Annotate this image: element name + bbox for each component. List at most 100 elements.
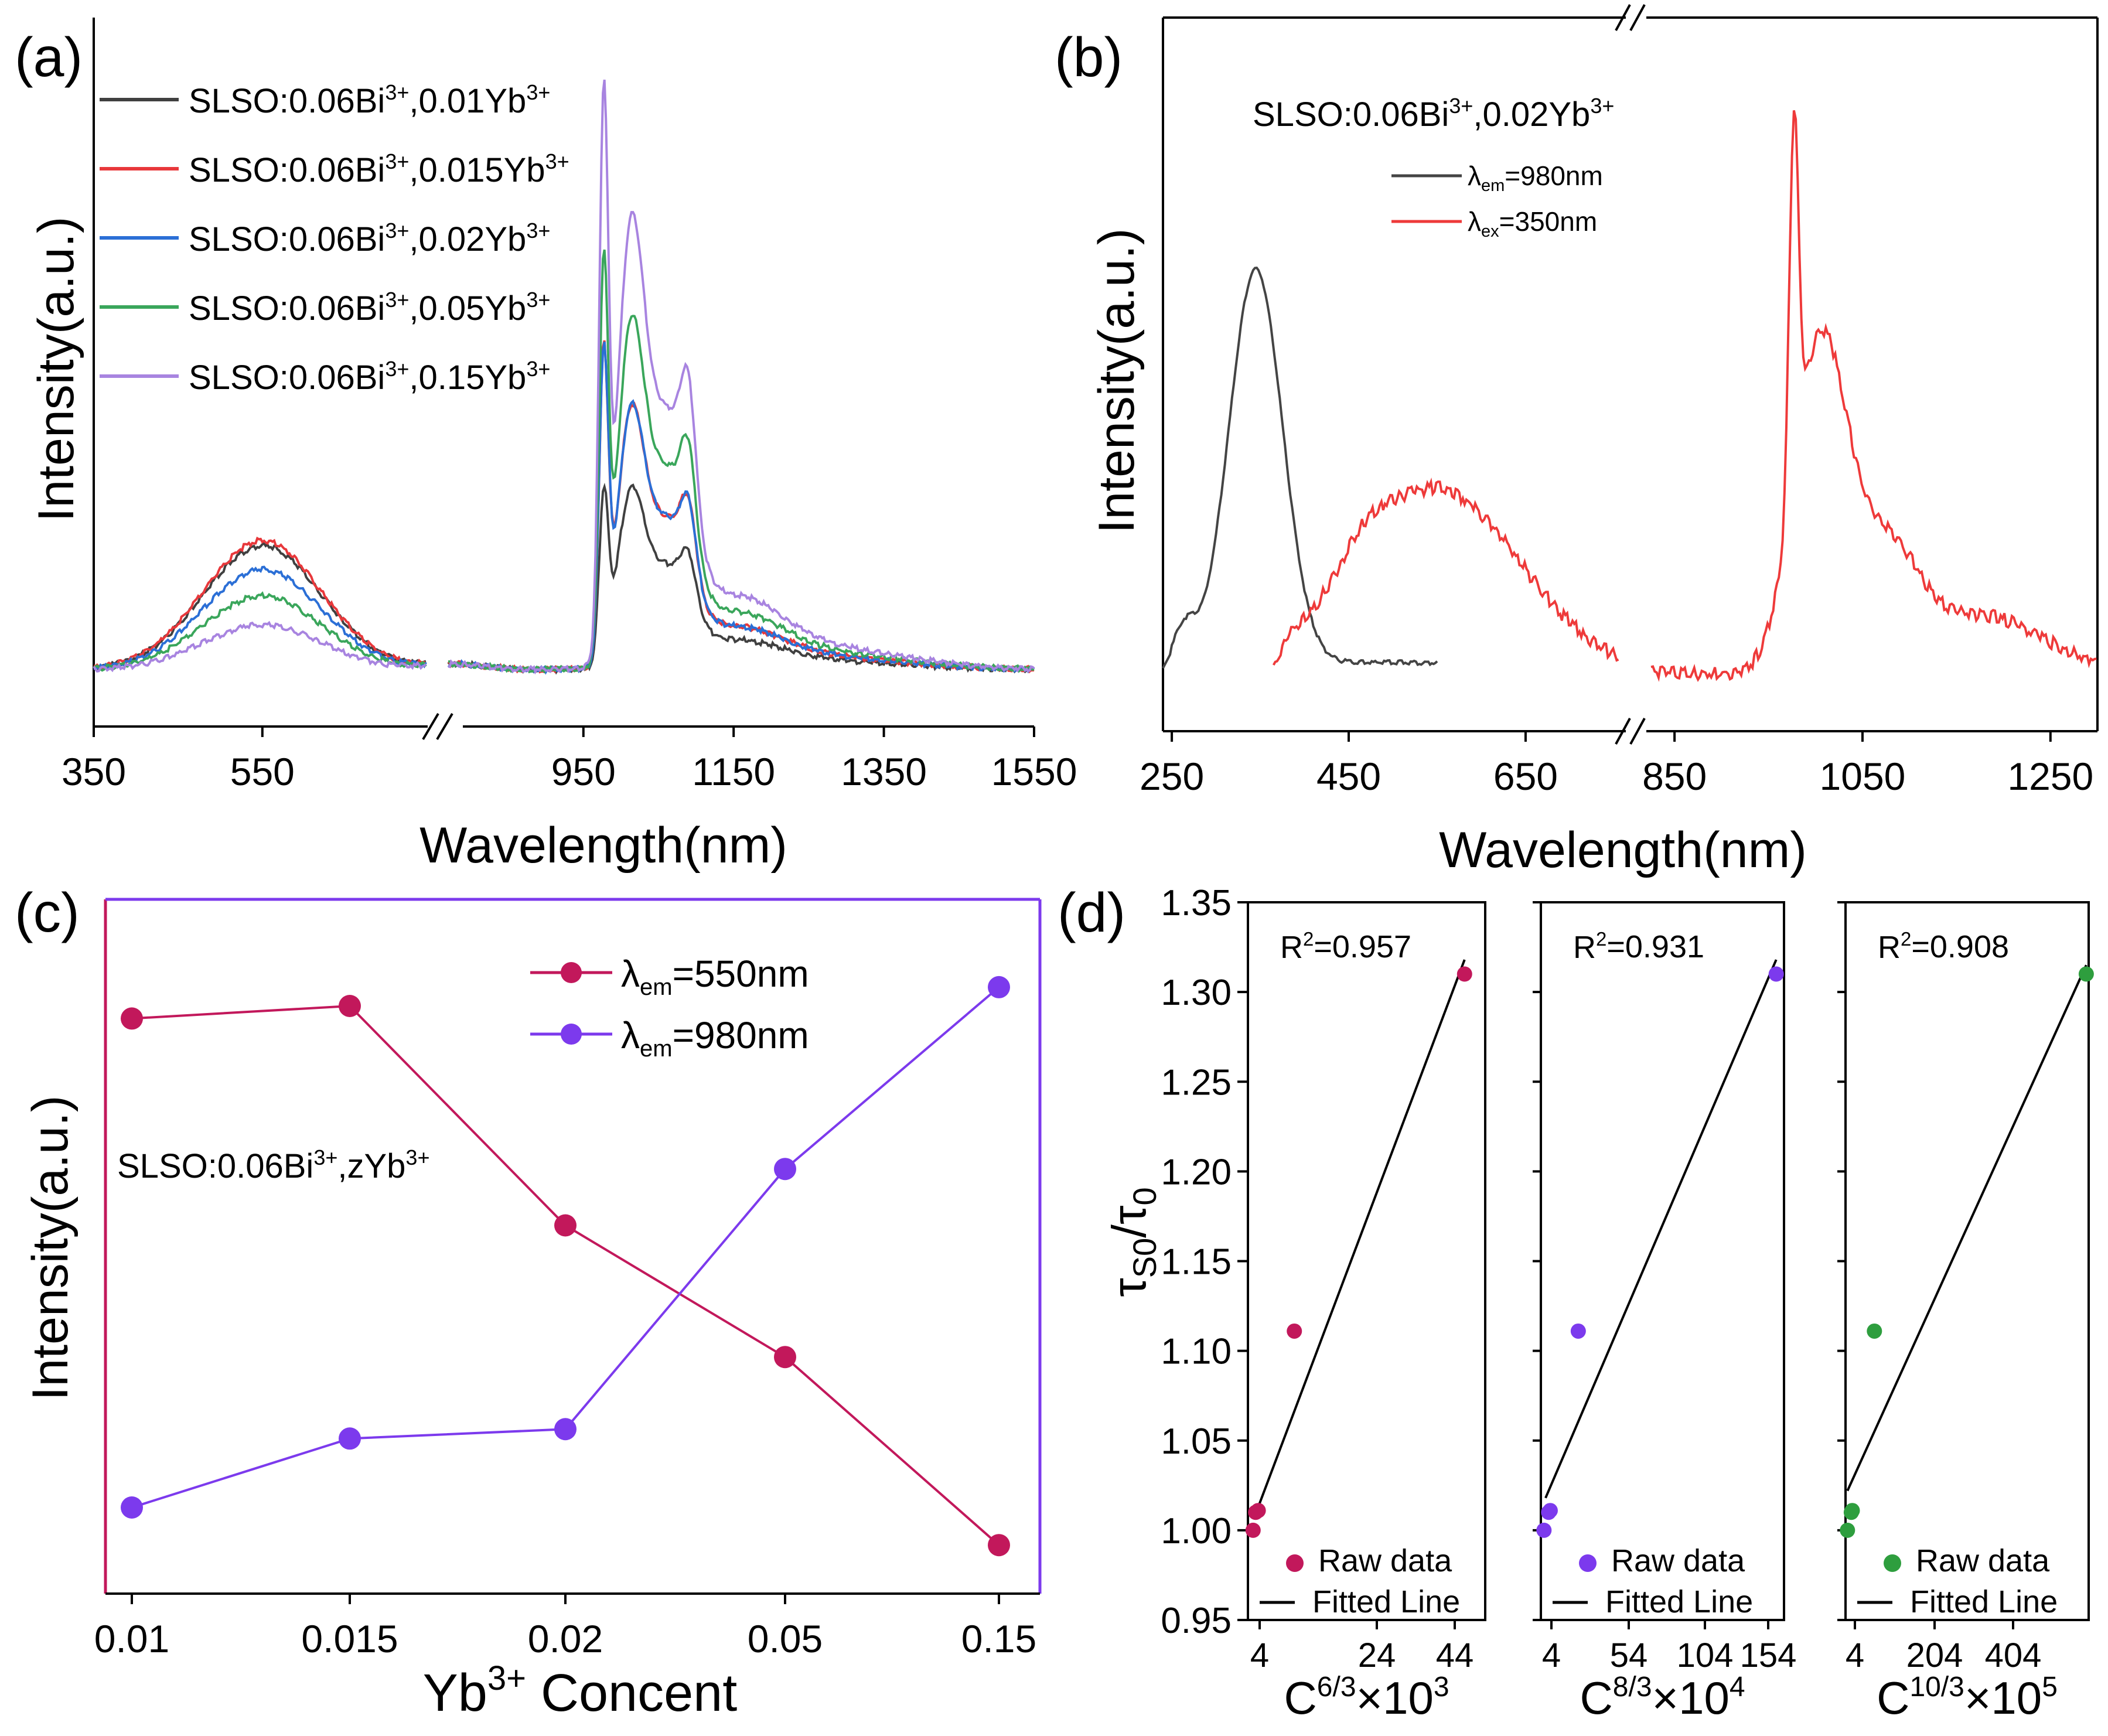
panel-b-excitation-line <box>1162 266 1438 669</box>
panel-d-x-tick-label: 4 <box>1846 1636 1864 1674</box>
panel-d-legend-fit-label: Fitted Line <box>1910 1584 2058 1619</box>
panel-a-x-tick-label: 1150 <box>692 750 775 793</box>
panel-a-legend-label: SLSO:0.06Bi3+,0.02Yb3+ <box>189 219 550 258</box>
panel-c-data-point <box>121 1496 143 1519</box>
panel-c-series-line <box>131 1004 1000 1546</box>
panel-a: (a) SLSO:0.06Bi3+,0.01Yb3+SLSO:0.06Bi3+,… <box>15 18 1077 874</box>
panel-a-series-line <box>447 482 1035 675</box>
panel-c-x-axis-label: Yb3+ Concent <box>423 1659 737 1723</box>
panel-d-data-point <box>2078 966 2094 982</box>
panel-d-legend-fit-label: Fitted Line <box>1312 1584 1460 1619</box>
panel-c-x-tick-labels: 0.01 0.015 0.02 0.05 0.15 <box>94 1617 1036 1660</box>
panel-d-x-tick-label: 404 <box>1985 1636 2042 1674</box>
panel-d-x-tick-label: 104 <box>1677 1636 1734 1674</box>
panel-c-y-axis-label: Intensity(a.u.) <box>22 1096 79 1401</box>
panel-d-subplot-frame <box>1540 901 1785 1621</box>
panel-a-series-line <box>448 249 1035 674</box>
panel-b-x-tick-label: 450 <box>1316 755 1381 798</box>
panel-d-subplot-frame <box>1247 901 1486 1621</box>
panel-d-y-tick-label: 1.15 <box>1161 1242 1232 1283</box>
panel-c-data-point <box>774 1346 796 1369</box>
panel-b-break-mark <box>1629 4 1646 31</box>
panel-c-legend-marker <box>561 962 582 983</box>
panel-a-legend-label: SLSO:0.06Bi3+,0.05Yb3+ <box>189 288 550 328</box>
panel-c-letter: (c) <box>15 882 80 944</box>
panel-a-legend-label: SLSO:0.06Bi3+,0.15Yb3+ <box>189 357 550 397</box>
panel-d-x-axis-label: C6/3×103 <box>1284 1672 1449 1724</box>
panel-a-x-tick-label: 1550 <box>991 750 1077 793</box>
panel-d-y-tick-label: 1.10 <box>1161 1332 1232 1372</box>
panel-c-data-point <box>988 976 1010 998</box>
panel-a-y-axis-label: Intensity(a.u.) <box>28 217 84 522</box>
panel-d-fitted-line <box>1544 959 1778 1499</box>
panel-d-x-tick-label: 154 <box>1740 1636 1797 1674</box>
panel-d-y-tick-label: 1.25 <box>1161 1062 1232 1103</box>
panel-c-data-point <box>339 1427 361 1450</box>
panel-d-data-point <box>1457 966 1472 982</box>
panel-d-x-tick-label: 204 <box>1906 1636 1963 1674</box>
panel-b-series-lines <box>1162 110 2097 683</box>
panel-a-break-mark-1 <box>422 712 439 741</box>
panel-c-legend-label: λem=550nm <box>621 953 809 1000</box>
panel-c-x-tick-label: 0.15 <box>961 1617 1036 1660</box>
panel-d-x-tick-label: 54 <box>1610 1636 1648 1674</box>
panel-c-legend-marker <box>561 1024 582 1045</box>
panel-d-r2-label: R2=0.957 <box>1280 928 1411 965</box>
panel-c-data-point <box>988 1534 1010 1557</box>
panel-a-series-line <box>447 341 1035 675</box>
panel-d-r2-label: R2=0.931 <box>1573 928 1704 965</box>
panel-d-data-point <box>1840 1522 1855 1538</box>
panel-d-fitted-line <box>1257 959 1466 1508</box>
panel-a-x-tick-labels: 350 550 950 1150 1350 1550 <box>62 750 1077 793</box>
panel-b-axes-frame <box>1162 4 2099 745</box>
panel-d-legend-raw-label: Raw data <box>1916 1543 2050 1578</box>
panel-d-data-point <box>1844 1503 1860 1519</box>
panel-a-x-tick-label: 1350 <box>841 750 927 793</box>
panel-d-legend-raw-label: Raw data <box>1611 1543 1745 1578</box>
panel-d-data-point <box>1570 1323 1586 1339</box>
panel-a-series-line <box>93 565 427 671</box>
panel-a-legend-label: SLSO:0.06Bi3+,0.01Yb3+ <box>189 80 550 120</box>
panel-b-x-tick-label: 650 <box>1493 755 1558 798</box>
panel-d-y-axis-label: τS0/τ0 <box>1103 1187 1163 1297</box>
panel-d-y-tick-label: 1.30 <box>1161 973 1232 1013</box>
panel-a-series-line <box>448 79 1035 675</box>
panel-c-data-point <box>121 1007 143 1030</box>
panel-c-x-tick-label: 0.015 <box>301 1617 398 1660</box>
panel-d-subplots: 0.95 1.00 1.05 1.10 1.15 1.20 1.25 1.30 1.35 4 24 4… <box>1161 883 2094 1724</box>
panel-c-x-tick-label: 0.05 <box>748 1617 823 1660</box>
panel-b-y-axis-label: Intensity(a.u.) <box>1089 228 1145 534</box>
panel-c-data-point <box>774 1158 796 1181</box>
panel-b-emission-line <box>1272 477 1619 666</box>
panel-d-legend-raw-marker <box>1286 1554 1304 1572</box>
panel-a-series-line <box>447 340 1035 674</box>
panel-b-x-tick-label: 250 <box>1140 755 1204 798</box>
panel-b-x-tick-label: 850 <box>1642 755 1707 798</box>
panel-d-legend-fit-label: Fitted Line <box>1605 1584 1753 1619</box>
panel-d-data-point <box>1768 966 1784 982</box>
panel-a-series-line <box>93 591 427 672</box>
panel-c-series <box>121 976 1010 1557</box>
panel-c-legend-label: λem=980nm <box>621 1014 809 1062</box>
panel-a-series-lines <box>93 79 1035 675</box>
panel-d-x-axis-label: C8/3×104 <box>1580 1672 1745 1724</box>
panel-b-x-tick-labels: 250 450 650 850 1050 1250 <box>1140 755 2093 798</box>
panel-a-break-mark-2 <box>436 712 453 741</box>
panel-d-r2-label: R2=0.908 <box>1878 928 2009 965</box>
panel-d-subplot-frame <box>1844 901 2090 1621</box>
panel-d-legend-raw-label: Raw data <box>1318 1543 1452 1578</box>
panel-d-y-tick-label: 1.05 <box>1161 1421 1232 1462</box>
panel-a-series-line <box>93 536 427 670</box>
panel-b-break-mark <box>1615 4 1631 31</box>
panel-a-x-tick-label: 350 <box>62 750 126 793</box>
panel-d-y-tick-label: 0.95 <box>1161 1601 1232 1641</box>
panel-d-data-point <box>1287 1323 1302 1339</box>
panel-b-break-mark <box>1615 718 1631 745</box>
panel-d-data-point <box>1536 1522 1552 1538</box>
panel-d-data-point <box>1542 1503 1558 1519</box>
panel-d-legend-raw-marker <box>1884 1554 1901 1572</box>
panel-d-data-point <box>1250 1503 1266 1519</box>
panel-c-data-point <box>339 995 361 1017</box>
panel-b-sample-label: SLSO:0.06Bi3+,0.02Yb3+ <box>1253 94 1614 134</box>
panel-a-series-line <box>93 620 427 673</box>
